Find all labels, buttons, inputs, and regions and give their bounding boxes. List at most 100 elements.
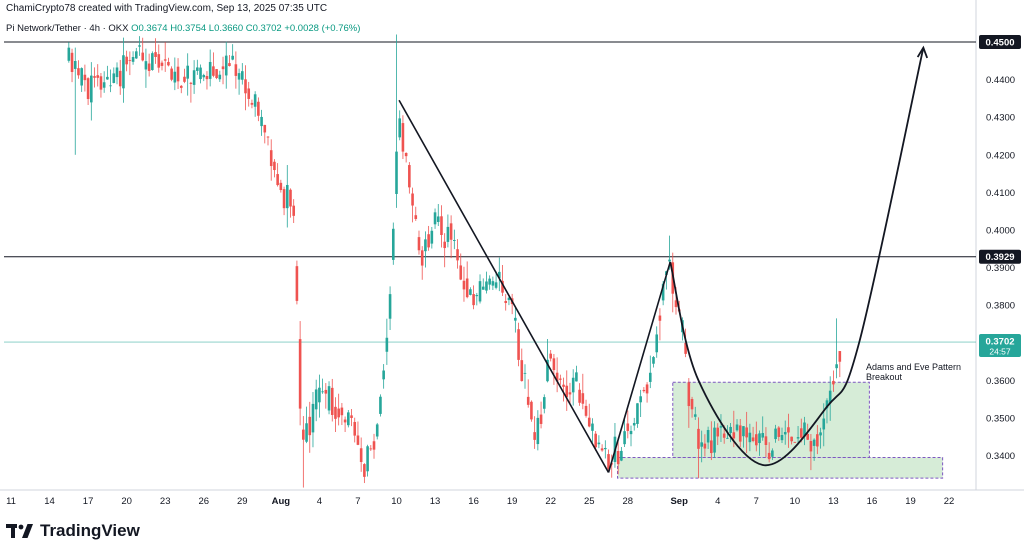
- candle-body-162: [587, 417, 591, 427]
- candle-body-130: [485, 281, 488, 291]
- candle-body-57: [250, 102, 254, 105]
- candle-body-88: [350, 415, 353, 418]
- price-change: +0.0028 (+0.76%): [284, 23, 361, 34]
- candle-body-8: [93, 76, 96, 78]
- candle-body-214: [755, 434, 758, 446]
- candle-body-79: [321, 391, 324, 393]
- candle-body-227: [796, 437, 800, 439]
- candle-body-59: [257, 101, 260, 116]
- price-tick-8: 0.3800: [986, 301, 1015, 312]
- candle-body-96: [375, 424, 379, 437]
- candle-body-182: [652, 357, 655, 364]
- candle-body-89: [353, 421, 357, 436]
- tradingview-footer[interactable]: TradingView: [6, 521, 140, 541]
- price-label-box-0: [979, 35, 1021, 49]
- ohlc-open: O0.3674: [131, 23, 168, 34]
- time-tick-1: 14: [44, 496, 55, 507]
- candle-body-238: [832, 380, 835, 385]
- candle-body-132: [491, 281, 495, 286]
- time-tick-22: 16: [867, 496, 878, 507]
- candle-body-118: [446, 226, 450, 242]
- candle-body-65: [276, 174, 279, 186]
- candle-body-210: [742, 426, 745, 437]
- candle-body-90: [356, 435, 360, 445]
- candle-body-62: [266, 136, 270, 138]
- ohlc-close: C0.3702: [245, 23, 282, 34]
- candle-body-34: [176, 66, 180, 82]
- candle-body-29: [160, 62, 164, 66]
- candle-body-209: [738, 425, 742, 442]
- candle-body-102: [395, 151, 398, 194]
- candle-body-4: [80, 68, 83, 86]
- candle-body-83: [334, 406, 337, 419]
- candle-body-199: [706, 429, 710, 443]
- candle-body-140: [517, 329, 520, 360]
- candle-body-86: [343, 419, 347, 423]
- candle-body-151: [552, 358, 556, 371]
- candle-body-39: [192, 70, 196, 85]
- candle-body-189: [674, 300, 678, 308]
- candle-body-78: [318, 387, 321, 403]
- candle-body-112: [427, 234, 430, 248]
- candle-body-56: [247, 88, 251, 99]
- candle-body-68: [285, 184, 289, 209]
- candle-body-139: [514, 317, 517, 321]
- candle-body-192: [684, 342, 687, 354]
- candle-body-215: [758, 433, 761, 444]
- candle-body-81: [327, 386, 331, 411]
- candle-body-204: [722, 433, 726, 438]
- time-tick-19: 7: [754, 496, 759, 507]
- candle-body-99: [385, 337, 389, 352]
- price-tick-6: 0.3929: [985, 252, 1014, 263]
- candle-body-35: [179, 85, 183, 88]
- candle-body-47: [218, 74, 222, 80]
- candle-body-71: [295, 266, 299, 301]
- symbol-name: Pi Network/Tether · 4h · OKX: [6, 23, 129, 34]
- candle-body-141: [520, 360, 524, 382]
- candle-body-82: [330, 387, 334, 415]
- candle-body-125: [469, 289, 472, 295]
- price-tick-11: 0.3500: [986, 414, 1015, 425]
- candle-body-67: [282, 189, 286, 209]
- candle-body-219: [771, 450, 774, 457]
- candle-body-30: [163, 59, 167, 61]
- trendline-1: [607, 261, 671, 473]
- candle-body-66: [279, 182, 283, 191]
- last-price-badge: [979, 334, 1021, 358]
- candle-body-181: [648, 372, 652, 382]
- pattern-annotation: Adams and Eve Pattern Breakout: [866, 362, 961, 382]
- time-tick-2: 17: [83, 496, 94, 507]
- candle-body-84: [337, 408, 340, 418]
- candle-body-72: [298, 339, 302, 409]
- annotation-line-1: Adams and Eve Pattern: [866, 362, 962, 372]
- candle-body-207: [732, 432, 736, 439]
- candle-body-237: [828, 390, 832, 404]
- candle-body-37: [186, 65, 189, 79]
- candle-body-183: [655, 334, 659, 353]
- candle-body-19: [128, 60, 132, 61]
- candle-body-52: [234, 64, 238, 76]
- candle-body-60: [260, 116, 263, 127]
- candle-body-5: [83, 74, 87, 81]
- candle-body-13: [109, 85, 112, 87]
- candle-body-36: [183, 76, 186, 82]
- candle-body-231: [809, 441, 813, 452]
- candle-body-172: [620, 450, 623, 461]
- candle-body-28: [157, 54, 161, 68]
- candle-body-25: [147, 63, 151, 71]
- time-tick-17: Sep: [670, 496, 688, 507]
- candle-body-133: [494, 282, 498, 288]
- candle-body-10: [99, 76, 103, 90]
- price-tick-3: 0.4200: [986, 150, 1015, 161]
- candle-body-158: [575, 372, 578, 382]
- candle-body-104: [401, 123, 405, 152]
- candle-body-41: [199, 67, 202, 80]
- candle-body-185: [661, 283, 665, 301]
- candle-body-14: [112, 73, 116, 83]
- candle-body-193: [687, 382, 691, 407]
- candle-body-202: [716, 427, 720, 437]
- candle-body-196: [697, 428, 700, 449]
- candle-body-176: [632, 422, 636, 426]
- price-tick-7: 0.3900: [986, 263, 1015, 274]
